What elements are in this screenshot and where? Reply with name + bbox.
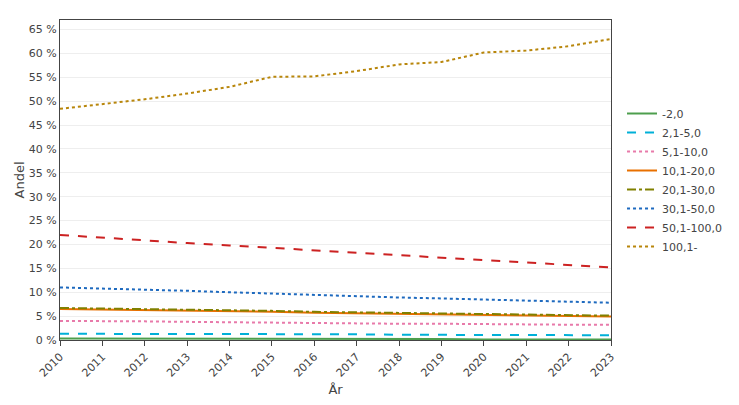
- svg-text:50 %: 50 %: [29, 95, 57, 108]
- svg-text:-2,0: -2,0: [662, 108, 683, 121]
- svg-text:2015: 2015: [249, 351, 278, 380]
- svg-text:5 %: 5 %: [36, 310, 57, 323]
- svg-text:50,1-100,0: 50,1-100,0: [662, 222, 722, 235]
- svg-text:15 %: 15 %: [29, 262, 57, 275]
- svg-text:Andel: Andel: [12, 162, 27, 199]
- svg-text:20,1-30,0: 20,1-30,0: [662, 184, 715, 197]
- svg-text:30 %: 30 %: [29, 191, 57, 204]
- svg-text:0 %: 0 %: [36, 334, 57, 347]
- svg-text:2023: 2023: [588, 351, 617, 380]
- svg-text:2021: 2021: [503, 351, 532, 380]
- svg-text:60 %: 60 %: [29, 47, 57, 60]
- svg-text:30,1-50,0: 30,1-50,0: [662, 203, 715, 216]
- svg-text:25 %: 25 %: [29, 214, 57, 227]
- svg-text:65 %: 65 %: [29, 23, 57, 36]
- svg-text:2020: 2020: [461, 351, 490, 380]
- svg-text:2012: 2012: [122, 351, 151, 380]
- svg-text:2010: 2010: [37, 351, 66, 380]
- svg-text:45 %: 45 %: [29, 119, 57, 132]
- svg-text:55 %: 55 %: [29, 71, 57, 84]
- svg-text:2013: 2013: [164, 351, 193, 380]
- svg-text:2019: 2019: [418, 351, 447, 380]
- svg-text:2016: 2016: [291, 351, 320, 380]
- svg-text:2022: 2022: [546, 351, 575, 380]
- svg-text:5,1-10,0: 5,1-10,0: [662, 146, 708, 159]
- svg-text:10 %: 10 %: [29, 286, 57, 299]
- svg-text:2017: 2017: [334, 351, 363, 380]
- svg-text:100,1-: 100,1-: [662, 241, 697, 254]
- svg-text:35 %: 35 %: [29, 167, 57, 180]
- svg-text:20 %: 20 %: [29, 238, 57, 251]
- svg-text:2018: 2018: [376, 351, 405, 380]
- svg-text:År: År: [328, 382, 343, 397]
- svg-text:2011: 2011: [79, 351, 108, 380]
- svg-text:40 %: 40 %: [29, 143, 57, 156]
- svg-text:10,1-20,0: 10,1-20,0: [662, 165, 715, 178]
- svg-text:2014: 2014: [207, 351, 236, 380]
- svg-text:2,1-5,0: 2,1-5,0: [662, 127, 701, 140]
